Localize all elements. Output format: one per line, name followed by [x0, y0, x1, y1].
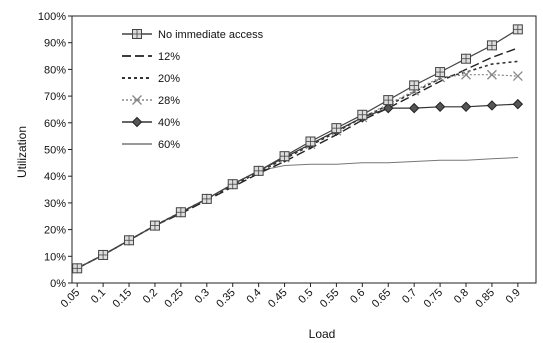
x-tick-label: 0.8	[452, 287, 471, 306]
data-point-square	[253, 165, 264, 176]
data-point-diamond	[131, 116, 143, 128]
series-layer	[71, 24, 524, 274]
data-point-diamond	[434, 101, 446, 112]
series-60	[76, 157, 518, 269]
data-point-square	[305, 136, 316, 147]
data-point-square	[227, 179, 238, 190]
y-tick-label: 100%	[38, 11, 66, 23]
data-point-square	[124, 235, 135, 246]
x-tick-label: 0.5	[296, 287, 315, 306]
y-tick-label: 30%	[44, 198, 66, 210]
series-40	[71, 98, 524, 274]
legend-item: No immediate access	[122, 29, 264, 41]
series-line	[76, 28, 519, 269]
x-tick-label: 0.05	[59, 287, 83, 311]
series-line	[76, 47, 519, 269]
data-point-diamond	[486, 100, 498, 111]
x-tick-label: 0.25	[162, 287, 186, 311]
data-point-square	[279, 151, 290, 162]
legend-label: 12%	[158, 51, 180, 63]
legend: No immediate access 12% 20% 28% 40% 60%	[122, 29, 264, 151]
x-tick-label: 0.55	[318, 287, 342, 311]
data-point-square	[72, 263, 83, 274]
data-point-x	[512, 71, 523, 82]
series-no-immediate-access	[72, 24, 523, 274]
y-tick-label: 10%	[44, 251, 66, 263]
data-point-square	[486, 40, 497, 51]
series-28	[72, 69, 523, 274]
data-point-x	[486, 69, 497, 80]
data-point-diamond	[460, 101, 472, 112]
data-point-square	[512, 24, 523, 35]
x-tick-label: 0.65	[370, 287, 394, 311]
legend-label: 60%	[158, 139, 180, 151]
y-tick-label: 0%	[50, 278, 66, 290]
x-tick-label: 0.35	[214, 287, 238, 311]
y-axis-ticks: 0% 10% 20% 30% 40% 50% 60% 70% 80% 90% 100%	[38, 11, 72, 290]
data-point-x	[132, 95, 142, 105]
y-tick-label: 60%	[44, 118, 66, 130]
legend-item: 40%	[122, 116, 180, 129]
legend-label: 40%	[158, 117, 180, 129]
x-tick-label: 0.9	[504, 287, 523, 306]
data-point-square	[331, 123, 342, 134]
data-point-square	[149, 220, 160, 231]
legend-label: No immediate access	[158, 29, 264, 41]
data-point-diamond	[408, 102, 420, 114]
y-tick-label: 50%	[44, 145, 66, 157]
x-tick-label: 0.3	[193, 287, 212, 306]
data-point-square	[132, 29, 142, 39]
legend-item: 12%	[122, 51, 180, 63]
data-point-square	[383, 95, 394, 106]
x-tick-label: 0.45	[266, 287, 290, 311]
data-point-x	[461, 69, 471, 80]
data-point-square	[435, 67, 446, 78]
series-line	[76, 74, 518, 269]
x-axis-ticks: 0.05 0.1 0.15 0.2 0.25 0.3 0.35 0.4 0.45 0.5 0.55 0…	[59, 283, 523, 310]
y-tick-label: 20%	[44, 225, 66, 237]
series-line	[76, 103, 518, 269]
data-point-square	[357, 109, 368, 120]
y-axis-title: Utilization	[15, 126, 29, 178]
legend-item: 60%	[122, 139, 180, 151]
legend-label: 20%	[158, 73, 180, 85]
data-point-diamond	[512, 98, 524, 110]
y-tick-label: 40%	[44, 171, 66, 183]
x-tick-label: 0.4	[244, 287, 263, 306]
x-tick-label: 0.75	[422, 287, 446, 311]
x-tick-label: 0.15	[111, 287, 135, 311]
legend-item: 28%	[122, 95, 180, 107]
data-point-square	[98, 249, 109, 260]
data-point-square	[201, 193, 212, 204]
x-tick-label: 0.2	[141, 287, 160, 306]
x-tick-label: 0.6	[348, 287, 367, 306]
data-point-square	[175, 207, 186, 218]
x-axis-title: Load	[309, 327, 336, 341]
data-point-square	[409, 80, 420, 91]
legend-item: 20%	[122, 73, 180, 85]
x-tick-label: 0.7	[400, 287, 419, 306]
x-tick-label: 0.1	[89, 287, 108, 306]
y-tick-label: 80%	[44, 64, 66, 76]
series-12	[76, 47, 519, 269]
y-tick-label: 90%	[44, 38, 66, 50]
y-tick-label: 70%	[44, 91, 66, 103]
legend-label: 28%	[158, 95, 180, 107]
series-line	[76, 157, 518, 269]
data-point-square	[461, 53, 472, 64]
data-point-diamond	[383, 102, 394, 114]
x-tick-label: 0.85	[473, 287, 497, 311]
